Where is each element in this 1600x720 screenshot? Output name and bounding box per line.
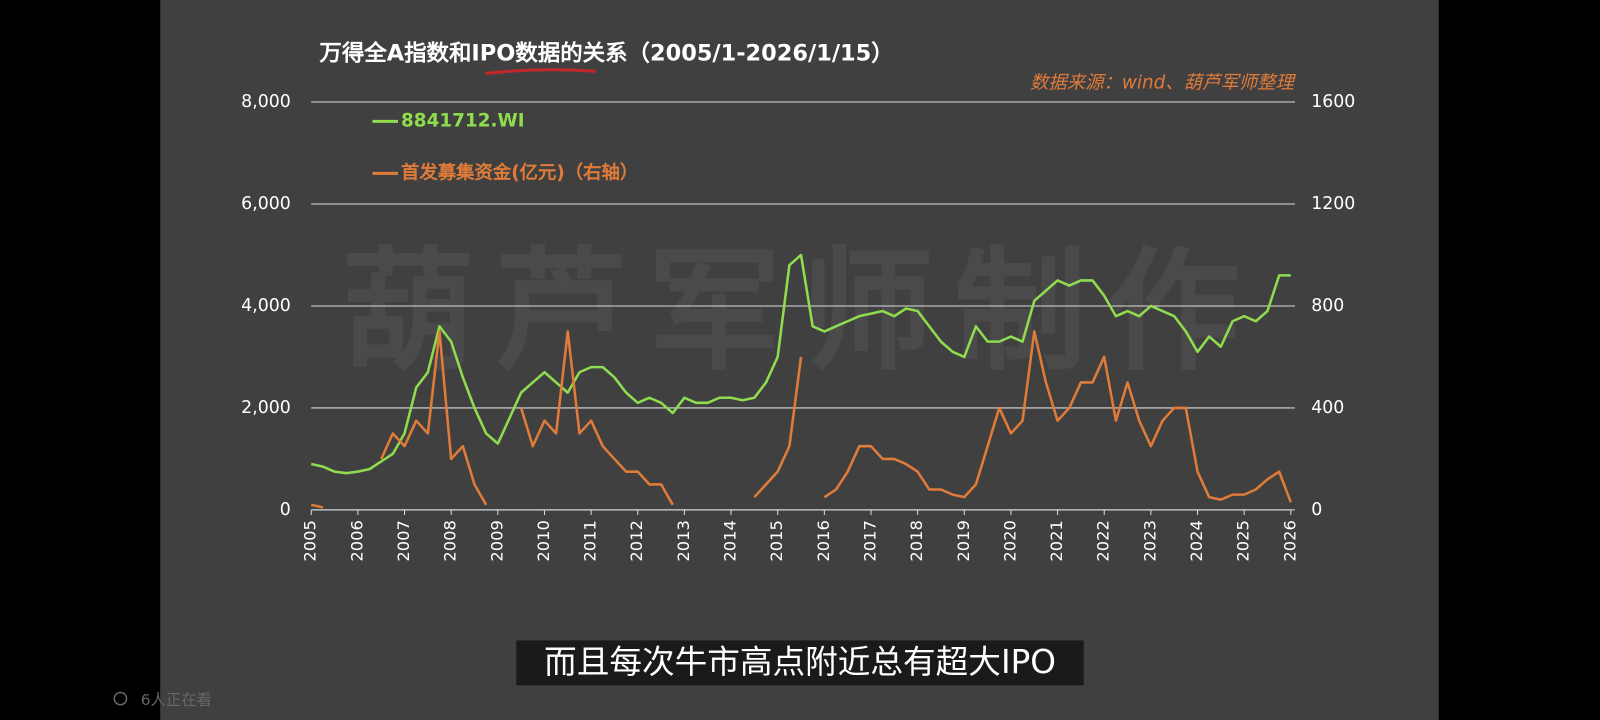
x-tick-label: 2026 [1280, 520, 1299, 562]
plot: 0 2,000 4,000 6,000 8,000 0 400 800 1200 1600 2005… [241, 92, 1355, 562]
y2-tick-label: 0 [1311, 500, 1322, 520]
y2-tick-label: 400 [1311, 398, 1344, 418]
x-tick-label: 2020 [1000, 520, 1019, 562]
x-tick-label: 2015 [767, 520, 786, 562]
caption: 而且每次牛市高点附近总有超大IPO [544, 643, 1056, 681]
caption-bg [516, 640, 1084, 686]
y-tick-label: 4,000 [241, 296, 291, 316]
legend-label: 首发募集资金(亿元)（右轴） [401, 161, 638, 183]
x-tick-label: 2018 [907, 520, 926, 562]
y2-tick-label: 1600 [1311, 92, 1355, 112]
viewer-icon [113, 691, 128, 706]
series-line [310, 330, 1293, 509]
underline [485, 68, 597, 75]
x-tick-label: 2019 [954, 520, 973, 562]
x-tick-label: 2008 [441, 520, 460, 562]
series-line [310, 253, 1291, 475]
x-tick-label: 2014 [721, 520, 740, 562]
x-tick-label: 2021 [1047, 520, 1066, 562]
x-tick-label: 2012 [627, 520, 646, 562]
y-tick-label: 8,000 [241, 92, 291, 112]
x-tick-label: 2010 [534, 520, 553, 562]
y-tick-label: 2,000 [241, 398, 291, 418]
legend-label: 8841712.WI [401, 110, 525, 131]
x-tick-label: 2005 [301, 520, 320, 562]
chart-title: 万得全A指数和IPO数据的关系（2005/1-2026/1/15） [318, 40, 893, 67]
watermark: 葫芦军师制作 [342, 235, 1260, 389]
y2-tick-label: 1200 [1311, 194, 1355, 214]
y-tick-label: 6,000 [241, 194, 291, 214]
x-tick-label: 2016 [814, 520, 833, 562]
y2-tick-label: 800 [1311, 296, 1344, 316]
x-tick-label: 2025 [1234, 520, 1253, 562]
x-tick-label: 2011 [581, 520, 600, 562]
source-note: 数据来源：wind、葫芦军师整理 [1030, 73, 1296, 94]
x-tick-label: 2017 [860, 520, 879, 562]
x-tick-label: 2022 [1094, 520, 1113, 562]
x-tick-label: 2024 [1187, 520, 1206, 562]
y-tick-label: 0 [280, 500, 291, 520]
x-tick-label: 2006 [347, 520, 366, 562]
x-tick-label: 2013 [674, 520, 693, 562]
x-tick-label: 2009 [487, 520, 506, 562]
x-tick-label: 2023 [1140, 520, 1159, 562]
x-tick-label: 2007 [394, 520, 413, 562]
viewer-count: 6人正在看 [141, 691, 212, 709]
